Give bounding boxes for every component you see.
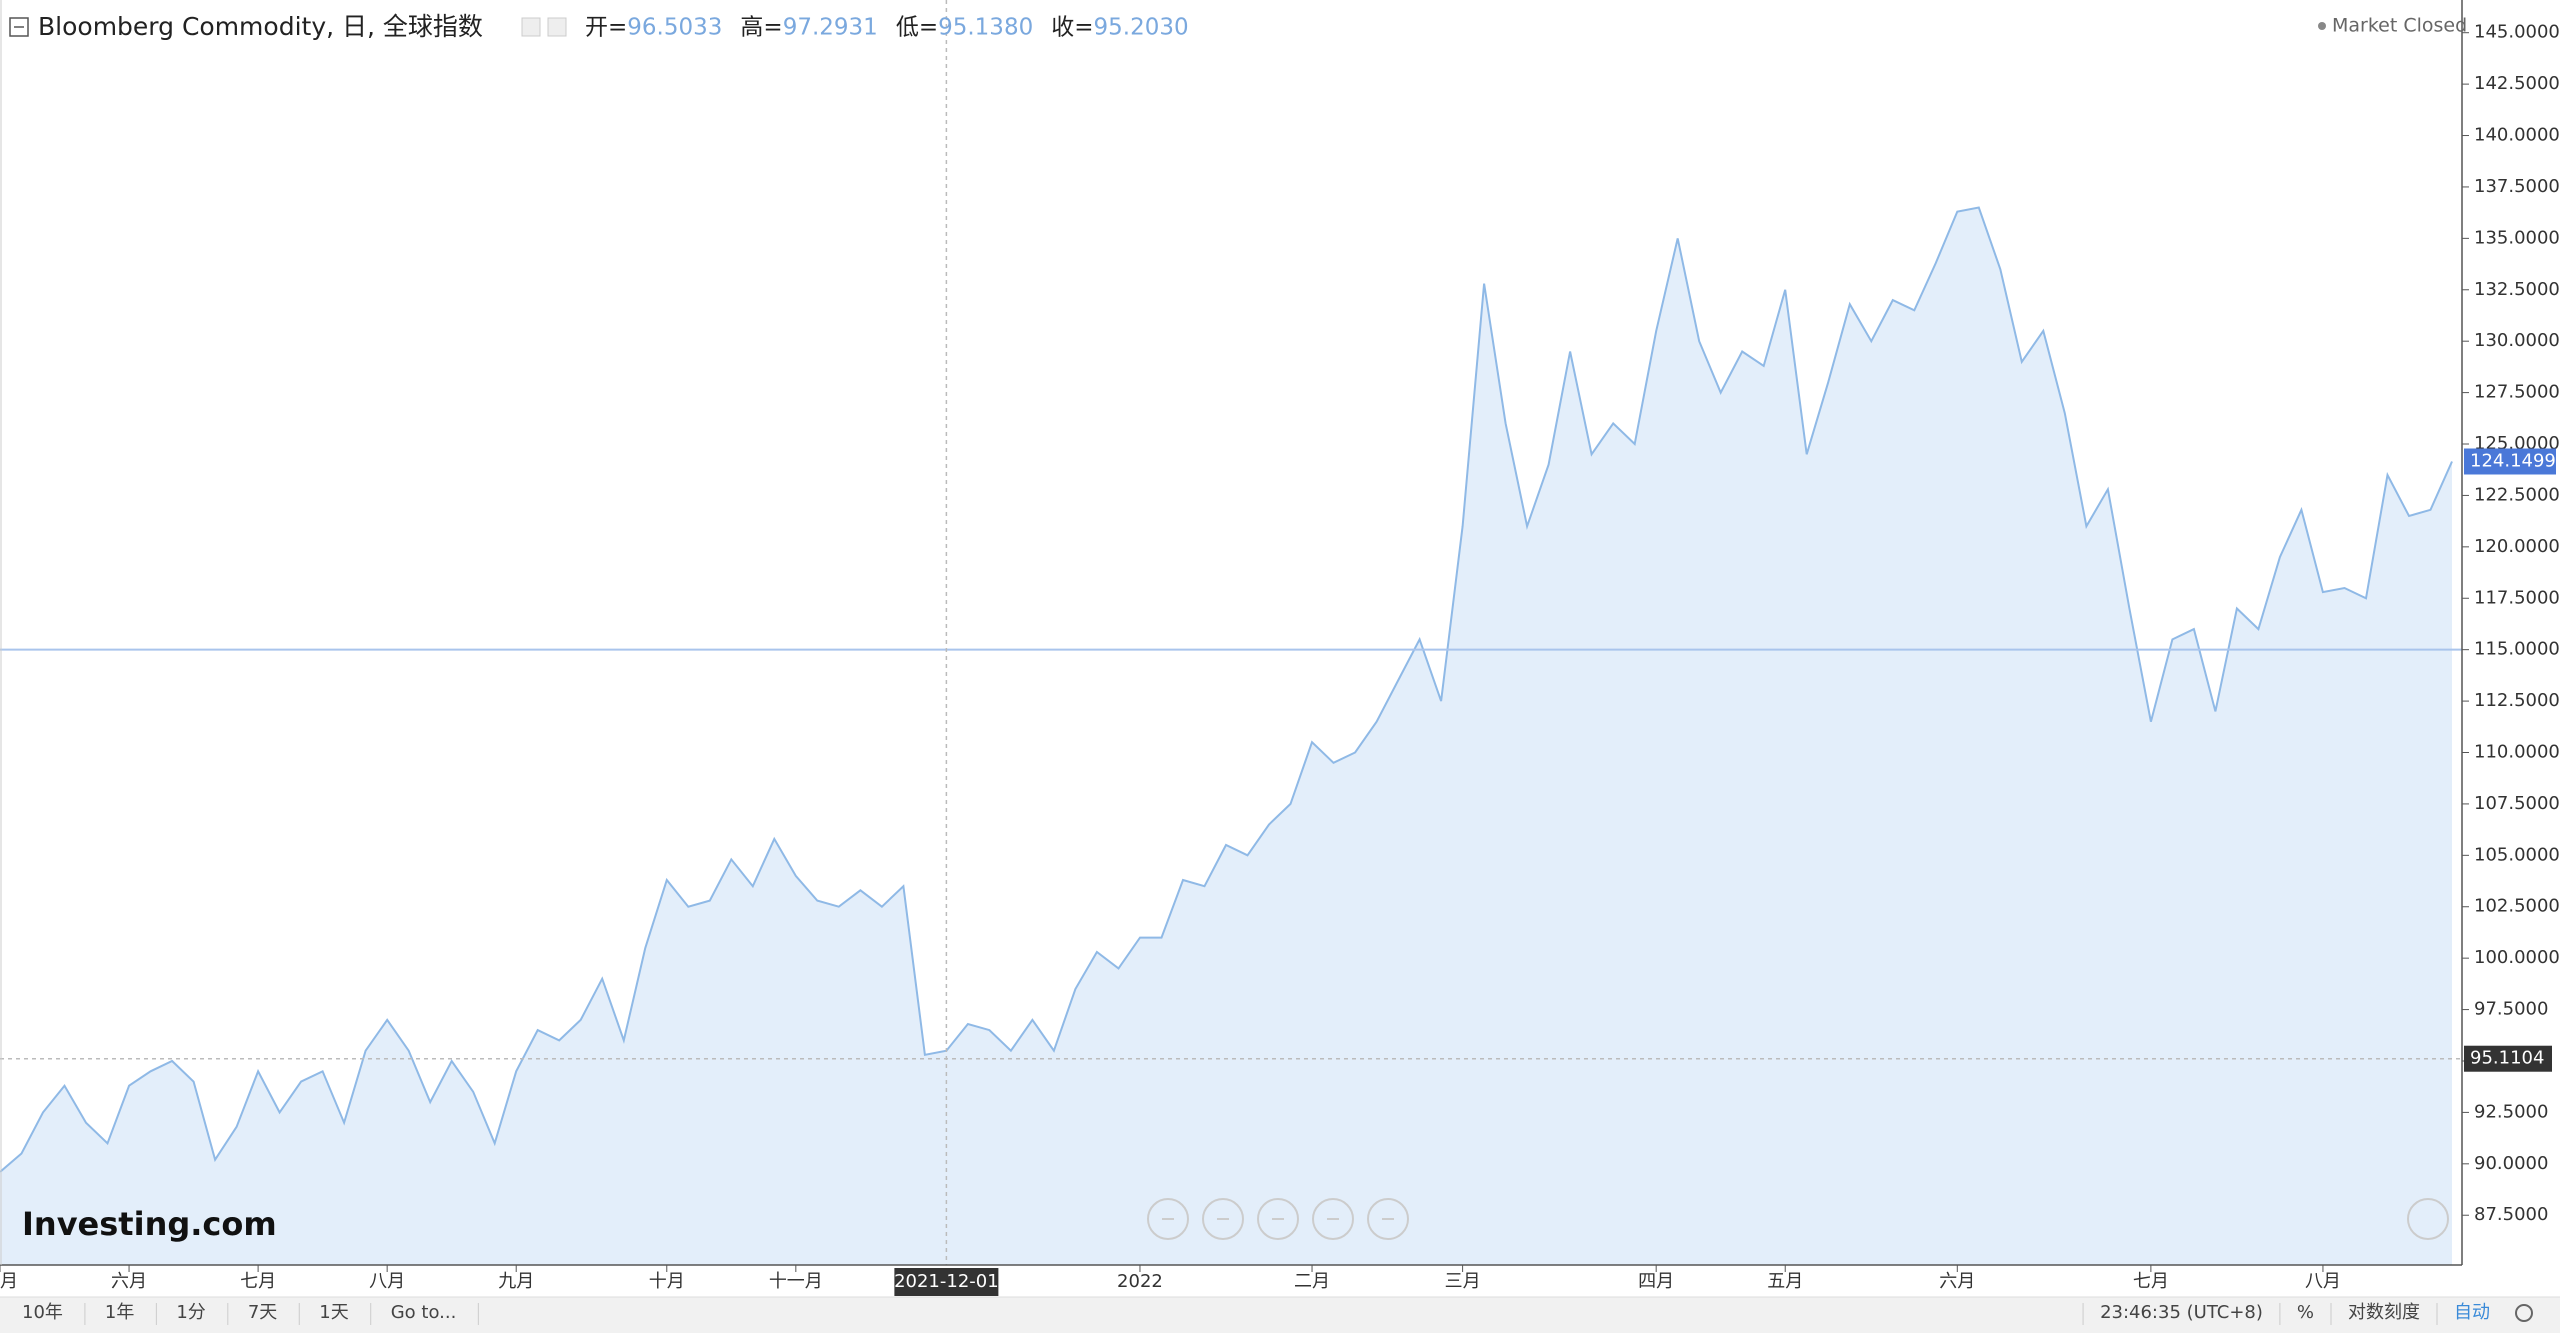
x-tick-label: 七月	[2133, 1271, 2169, 1292]
y-tick-label: 115.0000	[2474, 639, 2560, 660]
y-tick-label: 127.5000	[2474, 382, 2560, 403]
nav-button[interactable]	[1202, 1198, 1244, 1240]
y-tick-label: 112.5000	[2474, 690, 2560, 711]
chart-title: Bloomberg Commodity, 日, 全球指数	[38, 12, 483, 41]
nav-button[interactable]	[1367, 1198, 1409, 1240]
x-tick-label: 五月	[0, 1271, 18, 1292]
y-tick-label: 122.5000	[2474, 484, 2560, 505]
x-tick-label: 三月	[1445, 1271, 1481, 1292]
nav-button[interactable]	[1147, 1198, 1189, 1240]
ohlc-label: 收=	[1051, 15, 1093, 41]
toolbar-button[interactable]: Go to...	[391, 1302, 457, 1323]
x-tick-label: 十月	[649, 1271, 685, 1292]
y-tick-label: 135.0000	[2474, 227, 2560, 248]
toolbar-button[interactable]: 自动	[2454, 1302, 2490, 1323]
toolbar-button[interactable]: 1分	[176, 1302, 205, 1323]
x-tick-label: 四月	[1638, 1271, 1674, 1292]
price-line	[0, 206, 2453, 1173]
ohlc-label: 高=	[740, 15, 782, 41]
x-tick-label: 七月	[240, 1271, 276, 1292]
nav-button[interactable]	[1312, 1198, 1354, 1240]
x-tick-label: 六月	[1939, 1271, 1975, 1292]
market-status: Market Closed	[2332, 15, 2467, 37]
toolbar-button[interactable]: 1年	[105, 1302, 134, 1323]
y-tick-label: 132.5000	[2474, 279, 2560, 300]
y-tick-label: 87.5000	[2474, 1204, 2548, 1225]
toolbar-button[interactable]: 1天	[319, 1302, 348, 1323]
y-tick-label: 117.5000	[2474, 587, 2560, 608]
y-tick-label: 90.0000	[2474, 1153, 2548, 1174]
x-tick-label: 八月	[2305, 1271, 2341, 1292]
x-tick-label: 2022	[1117, 1271, 1163, 1292]
y-tick-label: 130.0000	[2474, 330, 2560, 351]
crosshair-y-label: 95.1104	[2470, 1048, 2544, 1069]
toolbar	[0, 1297, 2560, 1333]
logo: Investing.com	[22, 1205, 277, 1243]
y-tick-label: 102.5000	[2474, 896, 2560, 917]
ohlc-value: 95.2030	[1094, 15, 1189, 41]
y-tick-label: 100.0000	[2474, 947, 2560, 968]
nav-button[interactable]	[1257, 1198, 1299, 1240]
crosshair-x-box	[894, 1268, 999, 1296]
settings-button[interactable]	[2515, 1304, 2533, 1322]
toolbar-button[interactable]: 7天	[248, 1302, 277, 1323]
icon-a	[521, 17, 541, 37]
y-tick-label: 105.0000	[2474, 844, 2560, 865]
x-tick-label: 八月	[369, 1271, 405, 1292]
y-tick-label: 107.5000	[2474, 793, 2560, 814]
toolbar-button[interactable]: 23:46:35 (UTC+8)	[2100, 1302, 2263, 1323]
x-tick-label: 九月	[498, 1271, 534, 1292]
toolbar-button[interactable]: 对数刻度	[2348, 1302, 2420, 1323]
y-tick-label: 142.5000	[2474, 73, 2560, 94]
x-tick-label: 十一月	[769, 1271, 823, 1292]
crosshair-x-label: 2021-12-01	[894, 1271, 999, 1292]
y-tick-label: 92.5000	[2474, 1101, 2548, 1122]
ohlc-value: 96.5033	[627, 15, 722, 41]
x-tick-label: 六月	[111, 1271, 147, 1292]
y-tick-label: 145.0000	[2474, 22, 2560, 43]
collapse-icon	[9, 17, 29, 37]
ohlc-value: 97.2931	[783, 15, 878, 41]
y-tick-label: 140.0000	[2474, 125, 2560, 146]
scroll-end-button[interactable]	[2407, 1198, 2449, 1240]
last-value-label: 124.1499	[2470, 450, 2556, 471]
toolbar-button[interactable]: %	[2297, 1302, 2314, 1323]
y-tick-label: 120.0000	[2474, 536, 2560, 557]
last-value-box	[2464, 448, 2556, 475]
x-tick-label: 二月	[1294, 1271, 1330, 1292]
y-tick-label: 137.5000	[2474, 176, 2560, 197]
y-tick-label: 97.5000	[2474, 999, 2548, 1020]
ohlc-label: 开=	[585, 15, 627, 41]
icon-b	[547, 17, 567, 37]
ohlc-value: 95.1380	[938, 15, 1033, 41]
x-tick-label: 五月	[1767, 1271, 1803, 1292]
toolbar-button[interactable]: 10年	[22, 1302, 63, 1323]
area-fill	[0, 207, 2452, 1265]
status-dot	[2318, 22, 2326, 30]
ohlc-label: 低=	[896, 15, 938, 41]
crosshair-y-box	[2464, 1045, 2552, 1072]
y-tick-label: 110.0000	[2474, 742, 2560, 763]
